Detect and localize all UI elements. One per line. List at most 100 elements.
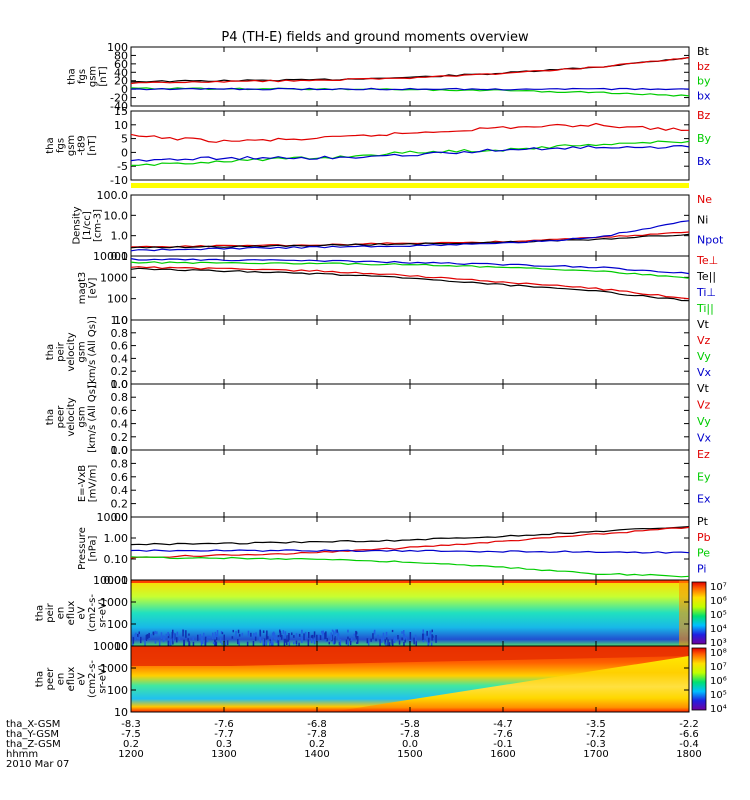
time-axis-value: -0.1	[493, 739, 513, 750]
colorbar-tick-label: 10³	[710, 638, 727, 649]
y-axis-label-line: [km/s (All Qs)]	[87, 316, 98, 388]
spectrogram-speckle	[259, 629, 261, 636]
series-line-Te⊥	[130, 266, 690, 300]
spectrogram-speckle	[347, 629, 349, 633]
spectrogram-speckle	[355, 636, 358, 640]
spectrogram-speckle	[288, 633, 290, 641]
legend-item: Vx	[697, 366, 712, 379]
spectrogram-speckle	[286, 639, 288, 645]
time-axis-label: tha_Y-GSM	[6, 729, 59, 740]
spectrogram-speckle	[351, 637, 353, 642]
y-tick-label: 0	[121, 83, 128, 96]
spectrogram-speckle	[316, 634, 318, 642]
time-axis-value: -2.2	[679, 719, 699, 730]
spectrogram-fill	[331, 656, 689, 712]
y-axis-label-line: [mV/m]	[87, 465, 98, 503]
y-tick-label: -10	[110, 174, 128, 187]
spectrogram-speckle	[266, 630, 268, 639]
spectrogram-speckle	[388, 642, 391, 647]
legend-item: bz	[697, 60, 710, 73]
spectrogram-speckle	[265, 640, 268, 646]
colorbar-tick-label: 10⁵	[710, 690, 727, 701]
spectrogram-speckle	[403, 630, 405, 637]
spectrogram-speckle	[372, 633, 374, 640]
legend-item: Ne	[697, 193, 712, 206]
y-tick-label: 0.2	[111, 431, 129, 444]
y-tick-label: 0.8	[111, 327, 129, 340]
time-axis-value: -7.6	[493, 729, 513, 740]
y-tick-label: 20	[114, 75, 128, 88]
legend-item: Ez	[697, 448, 710, 461]
colorbar-tick-label: 10⁷	[710, 662, 727, 673]
y-axis-label-line: eV	[77, 606, 88, 619]
spectrogram-speckle	[207, 635, 209, 639]
spectrogram-speckle	[301, 629, 303, 634]
spectrogram-speckle	[429, 633, 431, 636]
spectrogram-speckle	[178, 637, 181, 640]
spectrogram-speckle	[238, 634, 241, 637]
spectrogram-speckle	[204, 636, 207, 643]
colorbar-tick-label: 10⁵	[710, 610, 727, 621]
spectrogram-speckle	[192, 641, 195, 648]
spectrogram-speckle	[426, 630, 428, 636]
spectrogram-speckle	[134, 634, 137, 641]
time-axis-value: 1200	[118, 749, 143, 760]
y-tick-label: 10	[114, 314, 128, 327]
y-tick-label: 0.8	[111, 391, 129, 404]
y-axis-label: tha peer velocity gsm [km/s (All Qs)]	[45, 381, 98, 453]
spectrogram-speckle	[241, 632, 244, 637]
y-axis-label-line: en	[56, 607, 67, 620]
spectrogram-speckle	[214, 640, 217, 647]
spectrogram-speckle	[336, 629, 338, 633]
y-axis-label: Pressure [nPa]	[77, 527, 99, 570]
spectrogram-speckle	[188, 633, 190, 636]
y-tick-label: 0.4	[111, 484, 129, 497]
spectrogram-speckle	[137, 634, 139, 637]
spectrogram-speckle	[391, 629, 394, 633]
spectrogram-speckle	[144, 639, 146, 648]
y-tick-label: 0.0	[111, 444, 129, 457]
y-axis-label: tha peer en eflux eV (cm2-s-sr-eV)	[35, 660, 109, 698]
time-axis-value: 1300	[211, 749, 236, 760]
spectrogram-speckle	[183, 639, 185, 647]
time-axis-value: -4.7	[493, 719, 513, 730]
legend-item: By	[697, 132, 712, 145]
spectrogram-speckle	[318, 634, 320, 638]
y-tick-label: 80	[114, 49, 128, 62]
spectrogram-speckle	[168, 635, 170, 644]
spectrogram-speckle	[281, 634, 283, 640]
spectrogram-speckle	[401, 637, 403, 641]
spectrogram-speckle	[176, 631, 179, 636]
panel-frame	[130, 383, 690, 451]
legend-item: Pt	[697, 515, 709, 528]
figure-title: P4 (TH-E) fields and ground moments over…	[221, 30, 529, 45]
y-axis-label-line: [nT]	[87, 135, 98, 155]
y-axis-label-line: tha	[45, 409, 56, 425]
colorbar-gradient	[691, 647, 707, 711]
series-line-Bz	[130, 122, 690, 143]
spectrogram-speckle	[148, 632, 150, 638]
y-tick-label: 5	[121, 133, 128, 146]
series-line-Ni	[130, 233, 690, 249]
y-axis-label-line: tha	[45, 137, 56, 153]
y-axis-label-line: [nPa]	[87, 535, 98, 561]
colorbar: 10⁷ 10⁶ 10⁵ 10⁴ 10³	[691, 581, 727, 649]
spectrogram-speckle	[250, 632, 252, 637]
series-line-By	[130, 140, 690, 167]
spectrogram-speckle	[220, 631, 223, 634]
y-tick-label: -40	[110, 100, 128, 113]
spectrogram-speckle	[132, 642, 134, 649]
spectrogram-speckle	[258, 636, 261, 641]
spectrogram-speckle	[387, 639, 389, 646]
legend-item: Te||	[696, 270, 716, 283]
spectrogram-speckle	[347, 640, 349, 649]
spectrogram-speckle	[293, 635, 295, 638]
spectrogram-speckle	[353, 633, 355, 636]
y-tick-label: 10000	[93, 250, 128, 263]
spectrogram-speckle	[156, 631, 158, 635]
spectrogram-speckle	[324, 632, 326, 640]
panel-density: 100.0 10.0 1.0 0.1 Density [1/cc] [cm-3] Ne Ni Np…	[72, 189, 724, 263]
spectrogram-speckle	[174, 633, 176, 640]
